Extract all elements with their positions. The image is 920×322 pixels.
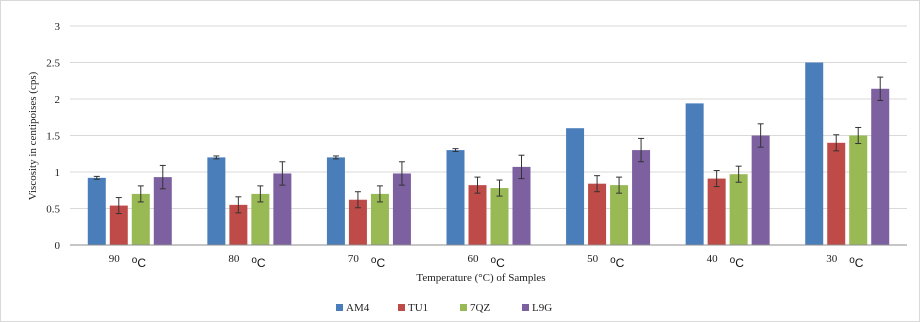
bar-l9g-60 [512,166,531,245]
legend: AM4 TU1 7QZ L9G [336,302,552,314]
bar-l9g-40 [751,135,770,245]
x-tick-labels: 90 oC 80 oC 70 oC 60 oC 50 oC 40 oC 30 oC [109,253,864,270]
legend-label-7qz: 7QZ [470,302,490,314]
x-tick-label: 60 [468,253,480,265]
legend-label-tu1: TU1 [408,302,428,314]
x-tick-label: 40 [707,253,719,265]
y-tick-label: 0.5 [46,204,60,216]
bar-l9g-90 [153,177,172,245]
bar-tu1-40 [707,178,726,245]
bar-tu1-80 [229,204,248,245]
bar-l9g-80 [273,173,292,245]
y-axis-title: Viscosity in centipoises (cps) [27,71,39,200]
bar-7qz-50 [610,185,629,245]
x-tick-unit: oC [610,255,625,270]
x-tick-unit: oC [491,255,506,270]
bar-am4-80 [207,157,226,245]
y-tick-labels: 0 0.5 1 1.5 2 2.5 3 [46,21,60,252]
bar-am4-60 [446,150,465,245]
bar-am4-70 [326,157,345,245]
bar-7qz-60 [490,188,509,245]
bar-7qz-30 [849,135,868,245]
bar-l9g-30 [871,88,890,245]
x-axis-title: Temperature (°C) of Samples [416,272,545,284]
legend-swatch-tu1 [398,304,405,311]
y-tick-label: 3 [55,21,61,33]
x-tick-label: 50 [587,253,599,265]
y-tick-label: 2 [55,94,61,106]
bar-tu1-30 [827,142,846,245]
x-tick-unit: oC [849,255,864,270]
legend-swatch-7qz [460,304,467,311]
x-tick-unit: oC [730,255,745,270]
legend-label-l9g: L9G [532,302,552,314]
legend-swatch-l9g [522,304,529,311]
bars [87,62,890,245]
bar-7qz-90 [131,193,150,245]
legend-swatch-am4 [336,304,343,311]
bar-am4-40 [685,103,704,245]
error-bars [93,76,884,215]
x-tick-label: 70 [348,253,360,265]
x-tick-label: 30 [826,253,838,265]
bar-tu1-70 [348,199,367,245]
x-tick-label: 90 [109,253,121,265]
bar-l9g-70 [392,173,411,245]
bar-am4-30 [805,62,824,245]
bar-7qz-80 [251,193,270,245]
y-tick-label: 0 [55,240,61,252]
bar-tu1-50 [588,183,607,245]
y-tick-label: 1 [55,167,61,179]
y-tick-label: 2.5 [46,58,60,70]
x-tick-unit: oC [251,255,266,270]
x-tick-unit: oC [132,255,147,270]
x-tick-unit: oC [371,255,386,270]
bar-7qz-40 [729,174,748,245]
x-tick-label: 80 [228,253,240,265]
bar-am4-90 [87,177,106,245]
bar-tu1-60 [468,185,487,245]
bar-l9g-50 [632,150,651,245]
bar-7qz-70 [370,193,389,245]
bar-am4-50 [566,128,585,245]
bar-tu1-90 [109,205,128,245]
y-tick-label: 1.5 [46,131,60,143]
legend-label-am4: AM4 [346,302,370,314]
